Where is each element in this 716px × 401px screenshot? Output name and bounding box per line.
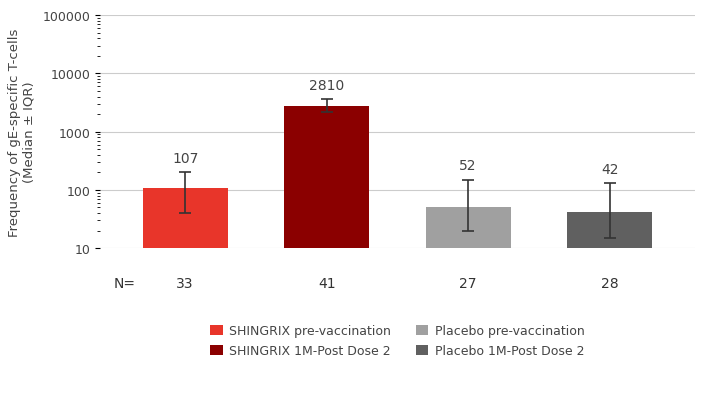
Text: 28: 28 [601, 277, 619, 290]
Text: 52: 52 [460, 159, 477, 173]
Legend: SHINGRIX pre-vaccination, SHINGRIX 1M-Post Dose 2, Placebo pre-vaccination, Plac: SHINGRIX pre-vaccination, SHINGRIX 1M-Po… [211, 325, 584, 357]
Text: 33: 33 [176, 277, 194, 290]
Text: 41: 41 [318, 277, 335, 290]
Bar [142, 189, 228, 401]
Text: 2810: 2810 [309, 79, 344, 92]
Text: 27: 27 [460, 277, 477, 290]
Text: N=: N= [114, 277, 135, 290]
Text: 42: 42 [601, 162, 619, 176]
Bar [426, 207, 511, 401]
Y-axis label: Frequency of gE-specific T-cells
(Median ± IQR): Frequency of gE-specific T-cells (Median… [8, 28, 36, 236]
Bar [567, 213, 652, 401]
Bar [284, 106, 369, 401]
Text: 107: 107 [172, 152, 198, 165]
